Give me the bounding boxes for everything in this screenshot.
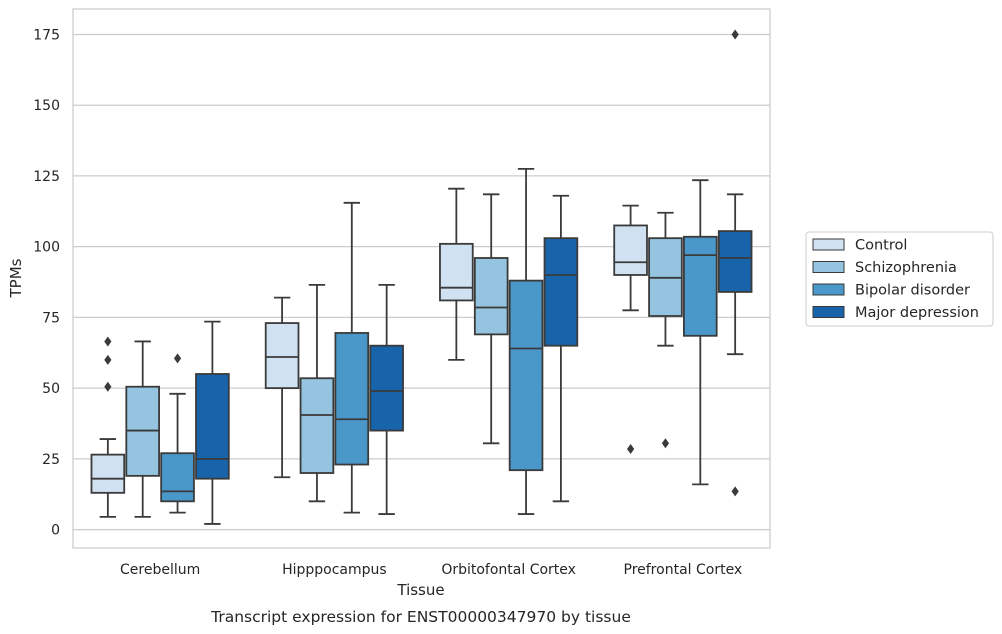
box-schizophrenia: [125, 340, 160, 518]
box-control: [613, 204, 648, 454]
box-iqr: [334, 332, 370, 466]
box-bipolar-disorder: [334, 201, 370, 514]
box-iqr: [369, 344, 404, 432]
box-iqr: [508, 279, 544, 472]
outlier-point: [104, 336, 112, 347]
box-iqr: [160, 452, 195, 503]
y-tick-label: 0: [51, 523, 60, 539]
y-tick-label: 50: [42, 381, 60, 397]
boxes: [90, 29, 753, 525]
box-iqr: [90, 453, 126, 494]
box-iqr: [195, 373, 230, 480]
x-tick-label: Hipppocampus: [282, 562, 387, 578]
box-iqr: [439, 242, 474, 302]
legend-label: Bipolar disorder: [855, 283, 970, 299]
box-control: [264, 296, 300, 479]
figure-caption: Transcript expression for ENST0000034797…: [210, 608, 631, 626]
y-tick-labels: 0 25 50 75 100 125 150 175: [33, 27, 60, 538]
y-tick-label: 100: [33, 240, 60, 256]
y-tick-label: 25: [42, 452, 60, 468]
box-bipolar-disorder: [160, 353, 195, 514]
box-iqr: [543, 237, 579, 347]
box-major-depression: [369, 283, 404, 515]
x-tick-label: Orbitofontal Cortex: [441, 562, 576, 578]
legend: Control Schizophrenia Bipolar disorder Majo…: [805, 231, 994, 327]
box-iqr: [299, 377, 335, 474]
outlier-point: [731, 29, 739, 40]
box-bipolar-disorder: [683, 179, 718, 486]
box-iqr: [613, 224, 648, 276]
outlier-point: [661, 438, 670, 449]
legend-swatch: [812, 261, 845, 273]
x-tick-label: Cerebellum: [120, 562, 200, 578]
legend-swatch: [812, 283, 845, 296]
box-iqr: [717, 230, 753, 293]
y-tick-label: 75: [42, 310, 60, 326]
legend-swatch: [812, 238, 845, 251]
y-tick-label: 125: [33, 169, 60, 185]
outlier-point: [173, 353, 182, 364]
legend-label: Schizophrenia: [855, 260, 957, 276]
outlier-point: [104, 354, 112, 365]
x-tick-label: Prefrontal Cortex: [624, 562, 743, 578]
outlier-point: [731, 486, 739, 497]
box-iqr: [264, 322, 300, 390]
box-major-depression: [717, 29, 753, 497]
box-major-depression: [195, 320, 230, 525]
y-axis-title: TPMs: [7, 258, 25, 298]
box-schizophrenia: [648, 211, 683, 449]
box-control: [90, 336, 126, 518]
box-iqr: [683, 235, 718, 337]
legend-label: Major depression: [855, 305, 979, 321]
box-bipolar-disorder: [508, 167, 544, 515]
box-schizophrenia: [473, 193, 509, 445]
box-control: [439, 187, 474, 361]
box-iqr: [473, 257, 509, 336]
plot-frame: [72, 8, 771, 549]
y-tick-label: 150: [33, 98, 60, 114]
x-axis-title: Tissue: [396, 581, 444, 599]
x-tick-labels: Cerebellum Hipppocampus Orbitofontal Corte…: [120, 562, 742, 578]
legend-swatch: [812, 306, 845, 318]
legend-label: Control: [855, 238, 907, 254]
box-major-depression: [543, 194, 579, 503]
legend-frame: [805, 231, 994, 327]
box-schizophrenia: [299, 283, 335, 503]
y-tick-label: 175: [33, 27, 60, 43]
outlier-point: [104, 381, 112, 392]
outlier-point: [627, 443, 635, 454]
